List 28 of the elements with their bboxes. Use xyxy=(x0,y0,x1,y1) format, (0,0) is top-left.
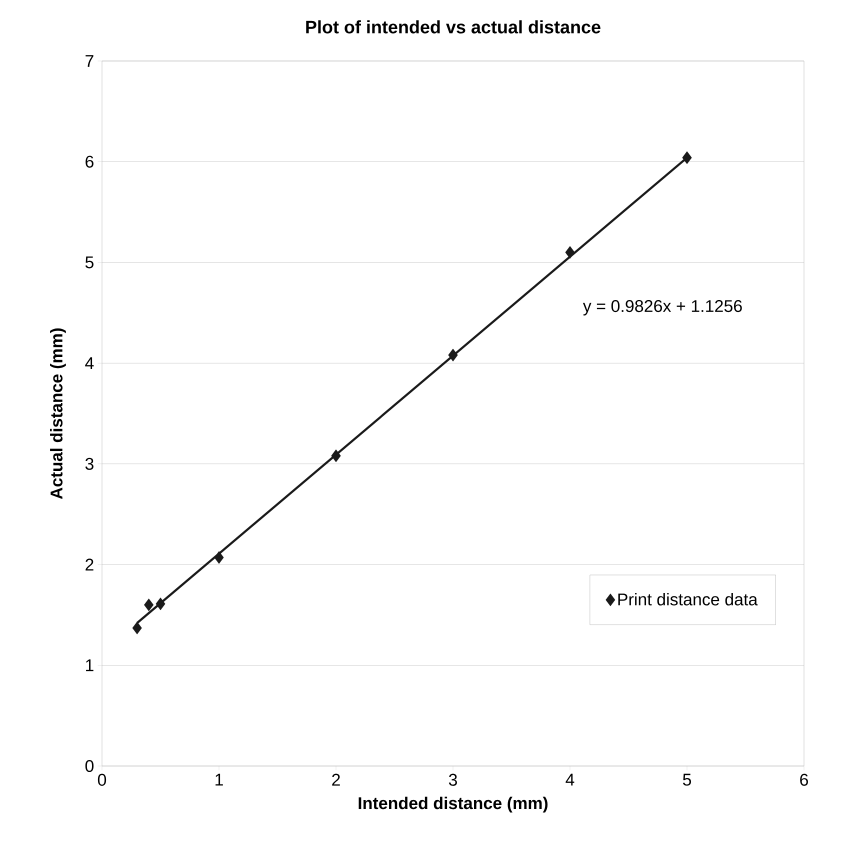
x-axis-title: Intended distance (mm) xyxy=(358,796,548,813)
x-tick-label: 2 xyxy=(332,774,340,786)
y-tick-label: 7 xyxy=(86,55,94,67)
legend-label: Print distance data xyxy=(618,592,758,606)
point xyxy=(565,246,575,259)
x-tick-label: 0 xyxy=(98,774,106,786)
y-tick-label: 6 xyxy=(86,156,94,168)
x-tick-label: 1 xyxy=(216,774,223,786)
x-tick-label: 5 xyxy=(682,774,692,786)
x-tick-label: 3 xyxy=(448,774,457,786)
y-tick-label: 3 xyxy=(85,458,94,470)
y-tick-label: 4 xyxy=(85,357,94,369)
x-tick-label: 6 xyxy=(800,774,808,786)
point xyxy=(682,151,692,164)
point xyxy=(214,551,224,564)
y-tick-label: 1 xyxy=(86,659,94,672)
annotation: y = 0.9826x + 1.1256 xyxy=(582,300,742,316)
y-axis-title: Actual distance (mm) xyxy=(50,328,66,500)
point xyxy=(132,622,142,634)
x-tick-label: 4 xyxy=(566,774,574,786)
y-tick-label: 5 xyxy=(85,256,94,268)
y-tick-label: 0 xyxy=(85,760,94,772)
point xyxy=(156,598,166,610)
point xyxy=(331,450,341,462)
y-tick-label: 2 xyxy=(86,558,94,571)
chart-title: Plot of intended vs actual distance xyxy=(306,20,600,34)
point xyxy=(144,598,154,612)
point xyxy=(448,348,458,362)
